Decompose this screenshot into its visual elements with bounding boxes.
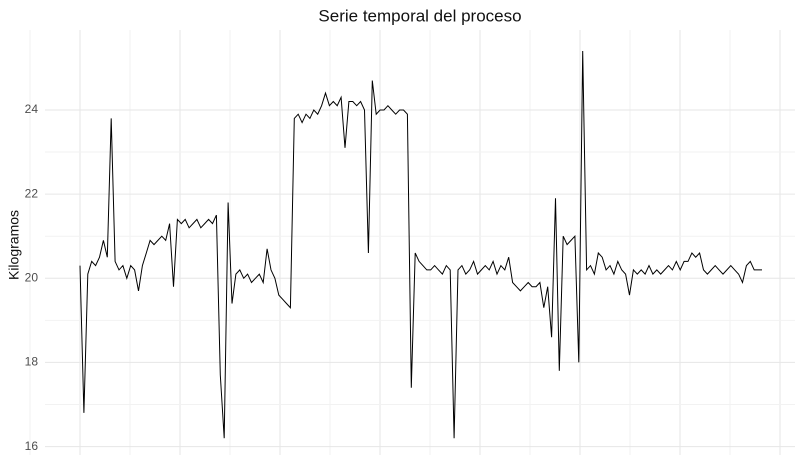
y-tick-label: 24 <box>25 102 39 116</box>
y-tick-label: 22 <box>25 186 39 200</box>
y-tick-label: 18 <box>25 355 39 369</box>
y-tick-label: 20 <box>25 270 39 284</box>
chart-title: Serie temporal del proceso <box>318 6 521 25</box>
y-axis-label: Kilogramos <box>6 210 22 280</box>
line-series <box>79 50 762 439</box>
y-tick-label: 16 <box>25 439 39 453</box>
